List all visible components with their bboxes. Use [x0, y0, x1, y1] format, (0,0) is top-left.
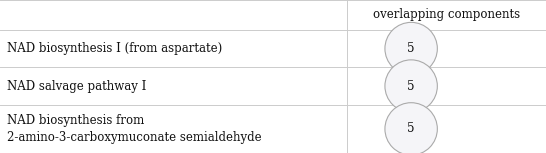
- Text: overlapping components: overlapping components: [373, 8, 520, 21]
- Text: 5: 5: [407, 122, 415, 135]
- Text: NAD biosynthesis from
2-amino-3-carboxymuconate semialdehyde: NAD biosynthesis from 2-amino-3-carboxym…: [7, 114, 261, 144]
- Text: 5: 5: [407, 80, 415, 93]
- Text: NAD biosynthesis I (from aspartate): NAD biosynthesis I (from aspartate): [7, 42, 222, 55]
- Text: 5: 5: [407, 42, 415, 55]
- Ellipse shape: [385, 22, 437, 75]
- Ellipse shape: [385, 103, 437, 153]
- Ellipse shape: [385, 60, 437, 112]
- Text: NAD salvage pathway I: NAD salvage pathway I: [7, 80, 146, 93]
